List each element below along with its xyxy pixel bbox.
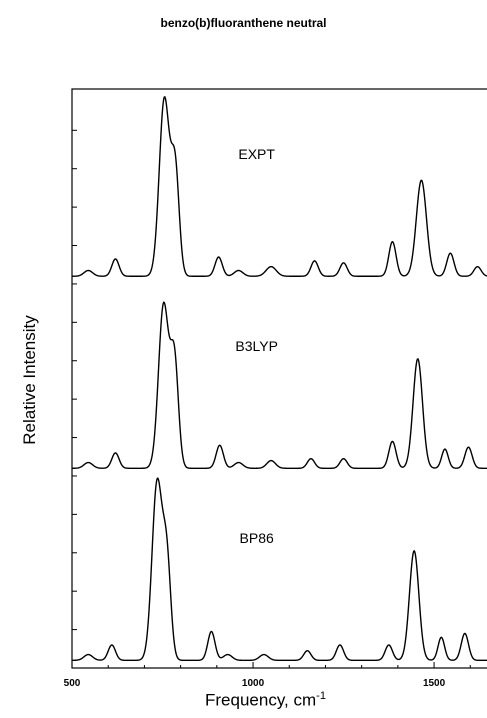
y-axis-label: Relative Intensity (20, 315, 39, 445)
series-label-expt: EXPT (238, 146, 275, 162)
chart-title: benzo(b)fluoranthene neutral (160, 16, 327, 30)
series-line-b3lyp (72, 301, 487, 469)
y-axis-ticks (72, 129, 77, 631)
x-axis-label-unit-exponent: -1 (316, 690, 326, 702)
series-layer: EXPT B3LYP BP86 (72, 96, 487, 662)
series-label-bp86: BP86 (240, 530, 274, 546)
x-tick-label: 1000 (242, 678, 265, 689)
series-line-bp86 (72, 477, 487, 662)
x-tick-label: 500 (64, 678, 81, 689)
x-tick-label: 1500 (423, 678, 446, 689)
x-axis-label: Frequency, cm-1 (205, 690, 326, 711)
series-line-expt (72, 96, 487, 277)
x-axis-ticks: 500 1000 1500 (64, 662, 471, 689)
x-axis-label-text: Frequency, cm (205, 690, 317, 710)
plot-frame (71, 88, 487, 669)
series-label-b3lyp: B3LYP (235, 338, 278, 354)
